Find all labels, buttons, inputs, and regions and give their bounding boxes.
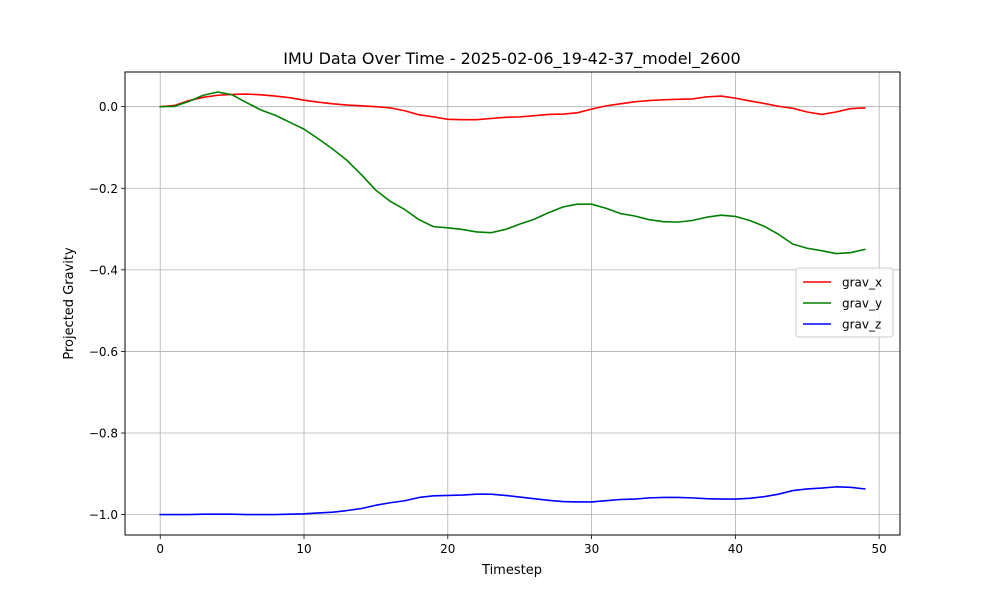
y-tick-label: −0.4: [89, 263, 118, 277]
x-tick-label: 50: [872, 542, 887, 556]
x-tick-label: 10: [296, 542, 311, 556]
chart-title: IMU Data Over Time - 2025-02-06_19-42-37…: [283, 49, 740, 69]
x-tick-label: 40: [728, 542, 743, 556]
x-axis-label: Timestep: [481, 563, 542, 578]
legend-label-grav-z: grav_z: [842, 318, 881, 332]
y-tick-label: −0.6: [89, 345, 118, 359]
y-tick-label: −1.0: [89, 508, 118, 522]
y-axis-label: Projected Gravity: [62, 247, 77, 360]
legend-label-grav-x: grav_x: [842, 276, 882, 290]
y-tick-label: −0.2: [89, 182, 118, 196]
y-tick-label: 0.0: [99, 100, 118, 114]
x-tick-label: 20: [440, 542, 455, 556]
x-tick-label: 0: [156, 542, 164, 556]
legend-label-grav-y: grav_y: [842, 297, 882, 311]
y-tick-label: −0.8: [89, 427, 118, 441]
x-tick-label: 30: [584, 542, 599, 556]
legend: grav_x grav_y grav_z: [796, 268, 893, 337]
